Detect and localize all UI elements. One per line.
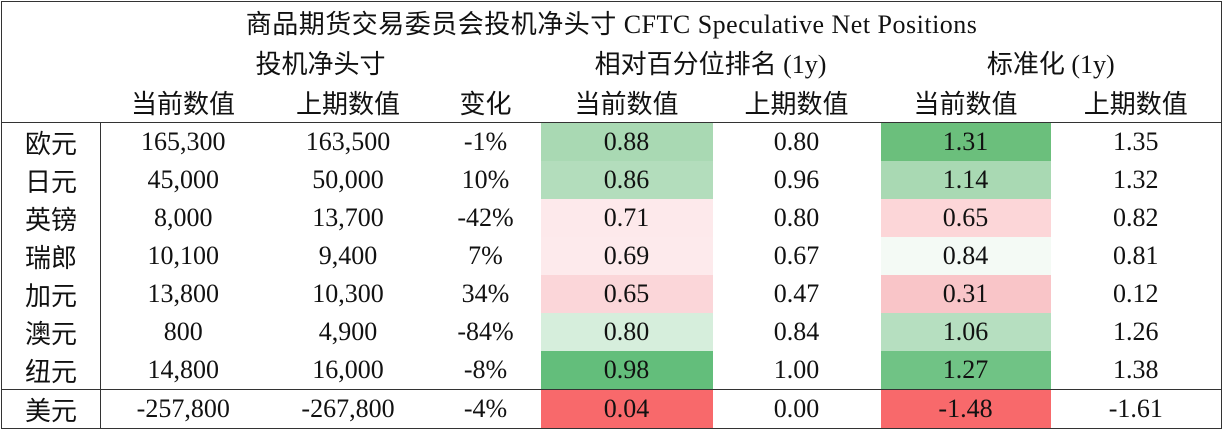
data-cell: 1.14 [880,161,1051,199]
data-cell: 0.84 [880,237,1051,275]
data-cell: 1.32 [1113,165,1159,194]
data-row: 加元 13,800 10,300 34% 0.65 0.47 0.31 0.12 [1,275,1222,313]
data-cell: 0.04 [540,389,713,429]
data-cell: 163,500 [305,127,391,156]
table-title: 商品期货交易委员会投机净头寸 CFTC Speculative Net Posi… [245,9,978,39]
column-header: 上期数值 [265,82,431,123]
data-cell: 1.06 [880,313,1051,351]
data-cell: 34% [461,279,510,308]
data-cell: 0.12 [1113,279,1159,308]
column-header: 上期数值 [712,82,881,123]
data-cell: -267,800 [265,389,431,429]
data-cell: 0.86 [540,161,713,199]
data-cell: 4,900 [318,317,378,346]
positions-table: 商品期货交易委员会投机净头寸 CFTC Speculative Net Posi… [1,1,1222,429]
data-cell: 0.96 [773,165,820,194]
data-cell: 0.80 [540,313,713,351]
data-row: 英镑 8,000 13,700 -42% 0.71 0.80 0.65 0.82 [1,199,1222,237]
data-cell: 14,800 [147,355,220,384]
data-cell: -1% [463,127,508,156]
data-cell: 50,000 [312,165,384,194]
data-cell: 10% [461,165,510,194]
data-cell: 9,400 [318,241,378,270]
data-row: 欧元 165,300 163,500 -1% 0.88 0.80 1.31 1.35 [1,122,1222,161]
data-cell: 45,000 [147,165,220,194]
data-cell: 8,000 [154,203,213,232]
data-cell: 1.26 [1113,317,1159,346]
data-cell: -1.48 [880,389,1051,429]
data-cell: -4% [430,389,541,429]
data-cell: 13,700 [312,203,384,232]
row-label: 加元 [1,275,101,313]
data-cell: -1.61 [1050,389,1222,429]
blank-cell [2,42,101,82]
data-cell: 7% [468,241,503,270]
column-header: 变化 [430,82,541,123]
data-cell: 165,300 [141,127,226,156]
data-cell: 0.88 [540,122,713,161]
data-cell: 0.82 [1113,203,1159,232]
data-cell: 0.71 [540,199,713,237]
row-label: 瑞郎 [1,237,101,275]
data-cell: 0.47 [773,279,820,308]
data-row: 澳元 800 4,900 -84% 0.80 0.84 1.06 1.26 [1,313,1222,351]
row-label: 美元 [1,389,101,429]
data-cell: 1.27 [880,351,1051,390]
data-cell: 0.84 [773,317,820,346]
data-cell: 0.80 [773,203,820,232]
data-cell: -84% [457,317,514,346]
data-cell: 0.69 [540,237,713,275]
data-cell: 0.31 [880,275,1051,313]
data-cell: 0.67 [773,241,820,270]
data-cell: 1.00 [773,355,820,384]
row-label: 澳元 [1,313,101,351]
row-label: 纽元 [1,351,101,390]
data-cell: -8% [463,355,508,384]
data-cell: 0.98 [540,351,713,390]
column-row: 当前数值 上期数值 变化 当前数值 上期数值 当前数值 上期数值 [1,82,1222,123]
data-cell: 0.80 [773,127,820,156]
group-row: 投机净头寸 相对百分位排名 (1y) 标准化 (1y) [2,42,1222,82]
column-header: 当前数值 [540,82,713,123]
title-row: 商品期货交易委员会投机净头寸 CFTC Speculative Net Posi… [2,2,1222,43]
row-label: 日元 [1,161,101,199]
data-cell: 0.65 [540,275,713,313]
data-cell: 1.35 [1113,127,1159,156]
data-cell: 800 [163,317,203,346]
data-row: 日元 45,000 50,000 10% 0.86 0.96 1.14 1.32 [1,161,1222,199]
data-cell: -42% [457,203,514,232]
data-cell: 10,300 [312,279,384,308]
data-cell: 16,000 [312,355,384,384]
data-cell: 0.81 [1113,241,1159,270]
group-header: 投机净头寸 [255,49,386,79]
group-header: 标准化 (1y) [986,49,1115,79]
data-cell: 10,100 [147,241,220,270]
data-cell: -257,800 [100,389,266,429]
group-header: 相对百分位排名 (1y) [594,49,827,79]
row-label: 欧元 [1,122,101,161]
data-row: 瑞郎 10,100 9,400 7% 0.69 0.67 0.84 0.81 [1,237,1222,275]
row-label: 英镑 [1,199,101,237]
column-header: 上期数值 [1050,82,1222,123]
column-header: 当前数值 [880,82,1051,123]
data-row: 纽元 14,800 16,000 -8% 0.98 1.00 1.27 1.38 [1,351,1222,390]
data-cell: 13,800 [147,279,220,308]
data-cell: 1.31 [880,122,1051,161]
column-header: 当前数值 [100,82,266,123]
data-cell: 1.38 [1113,355,1159,384]
data-cell: 0.65 [880,199,1051,237]
blank-cell [1,82,101,123]
data-row: 美元 -257,800 -267,800 -4% 0.04 0.00 -1.48 -1.61 [1,389,1222,429]
data-cell: 0.00 [712,389,881,429]
